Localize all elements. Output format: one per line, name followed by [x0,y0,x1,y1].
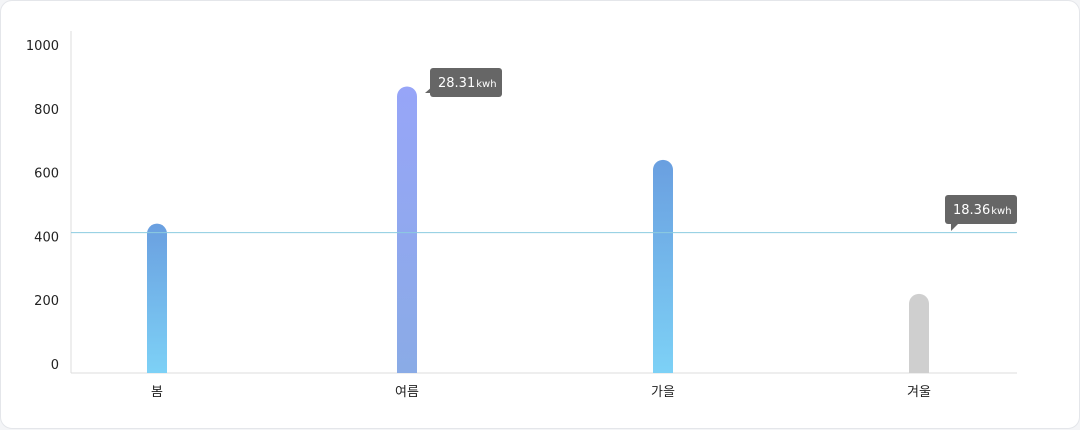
y-tick-label: 800 [34,103,59,118]
tooltip-average: 18.36kwh [945,195,1017,231]
x-category-label: 가을 [651,385,675,400]
bar-1[interactable] [147,223,167,373]
bar-2[interactable] [397,86,417,373]
x-category-label: 겨울 [907,385,931,400]
y-tick-label: 400 [34,230,59,245]
x-category-label: 봄 [151,385,163,400]
tooltip-peak: 28.31kwh [425,68,502,97]
bar-4[interactable] [909,293,929,373]
y-tick-label: 600 [34,167,59,182]
tooltip-average-text: 18.36kwh [953,203,1012,218]
y-tick-label: 200 [34,294,59,309]
y-tick-label: 0 [51,358,59,373]
bar-3[interactable] [653,159,673,373]
x-category-label: 여름 [395,385,419,400]
tooltip-peak-text: 28.31kwh [438,76,497,91]
y-tick-label: 1000 [26,39,59,54]
